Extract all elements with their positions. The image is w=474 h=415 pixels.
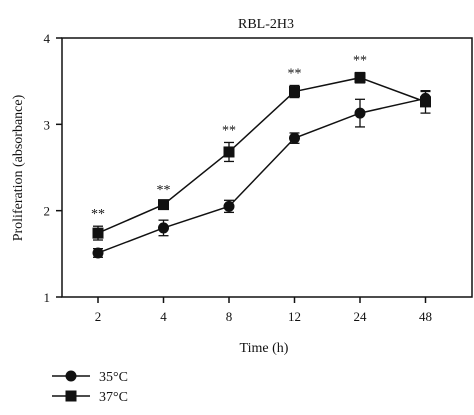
legend-label: 35°C <box>99 370 128 385</box>
plot-frame <box>61 37 473 298</box>
y-axis-label: Proliferation (absorbance) <box>11 94 26 241</box>
x-tick-label-12: 12 <box>288 309 301 324</box>
data-point <box>223 146 235 158</box>
significance-marker: ** <box>353 54 367 69</box>
significance-layer: ** ** ** ** ** <box>91 54 367 223</box>
series-layer <box>92 71 431 259</box>
data-point <box>420 96 431 108</box>
data-point <box>158 222 169 234</box>
series-line <box>97 97 426 254</box>
x-axis-label: Time (h) <box>240 341 289 356</box>
legend: 35°C 37°C <box>52 370 128 405</box>
data-point <box>354 72 366 84</box>
chart-title: RBL-2H3 <box>238 17 294 32</box>
legend-item: 35°C <box>52 370 128 385</box>
legend-marker <box>65 390 77 402</box>
y-tick-label-4: 4 <box>44 31 51 46</box>
x-tick-label-48: 48 <box>419 309 432 324</box>
significance-marker: ** <box>222 123 236 138</box>
series-square <box>92 71 431 241</box>
y-tick-label-3: 3 <box>44 117 51 132</box>
significance-marker: ** <box>157 183 171 198</box>
legend-label: 37°C <box>99 390 128 405</box>
y-axis: 1 2 3 4 <box>44 31 62 305</box>
significance-marker: ** <box>91 207 105 222</box>
x-tick-label-2: 2 <box>95 309 102 324</box>
data-point <box>92 247 104 259</box>
x-axis: 2 4 8 12 24 48 <box>95 297 432 324</box>
legend-marker <box>65 370 77 382</box>
data-point <box>92 227 104 239</box>
data-point <box>289 86 300 98</box>
data-point <box>223 200 235 212</box>
x-tick-label-24: 24 <box>354 309 368 324</box>
data-point <box>289 132 300 144</box>
data-point <box>354 107 366 119</box>
legend-item: 37°C <box>52 390 128 405</box>
x-tick-label-8: 8 <box>226 309 233 324</box>
series-line <box>97 76 426 234</box>
x-tick-label-4: 4 <box>160 309 167 324</box>
significance-marker: ** <box>288 66 302 81</box>
y-tick-label-2: 2 <box>44 204 51 219</box>
y-tick-label-1: 1 <box>44 290 51 305</box>
series-circle <box>92 90 431 259</box>
data-point <box>158 199 169 211</box>
